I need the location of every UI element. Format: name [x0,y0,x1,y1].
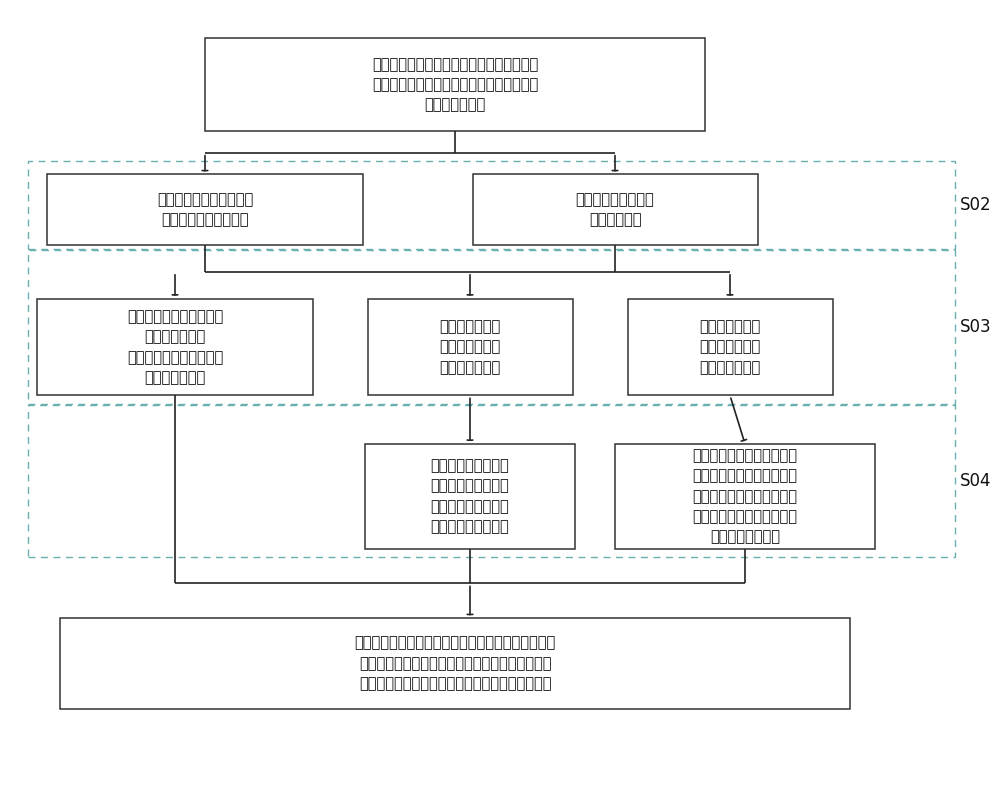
Bar [368,299,572,395]
Text: 主控模块向温度输出
模块发送与调节当前
工作状态指令相匹配
的进入输出状态指令: 主控模块向温度输出 模块发送与调节当前 工作状态指令相匹配 的进入输出状态指令 [431,458,509,534]
Bar [47,174,362,245]
Text: 主控模块接收外界输
入的调节指令: 主控模块接收外界输 入的调节指令 [576,192,654,228]
Text: 温度输出模块接受进入输出状态指令，并在进入预设
工作状态指令、调节当前工作状态指令或调节预设
工作状态指令对应的条件下输出相应的治疗温度。: 温度输出模块接受进入输出状态指令，并在进入预设 工作状态指令、调节当前工作状态指… [354,635,556,692]
Text: 主控模块接收外界输入的进入调节状态指令
，并向治疗器的温度输出模块发送进入暂停
状态的控制指令: 主控模块接收外界输入的进入调节状态指令 ，并向治疗器的温度输出模块发送进入暂停 … [372,56,538,113]
Text: S03: S03 [960,318,992,336]
Bar [473,174,758,245]
Text: S04: S04 [960,472,992,490]
Text: 主控模块接收外界输入的
进入预设工作状态指令: 主控模块接收外界输入的 进入预设工作状态指令 [157,192,253,228]
Bar [28,250,955,404]
Text: 主控模块接收外
界输入的调节预
设工作状态指令: 主控模块接收外 界输入的调节预 设工作状态指令 [699,319,761,375]
Text: 主控模块向温度输出模块
发送与进入预设
工作状态指令相匹配的进
入输出状态指令: 主控模块向温度输出模块 发送与进入预设 工作状态指令相匹配的进 入输出状态指令 [127,309,223,385]
Bar [60,618,850,709]
Bar [28,405,955,557]
Text: 主控模块修改内部存储的预
设工作状态参数，主控模块
向温度输出模块发送与调节
预设工作状态指令相匹配的
进入输出状态指令: 主控模块修改内部存储的预 设工作状态参数，主控模块 向温度输出模块发送与调节 预… [692,448,798,545]
Bar [205,38,705,131]
Bar [615,444,875,549]
Text: S01: S01 [835,0,867,2]
Text: 主控模块接收外
界输入的调节当
前工作状态指令: 主控模块接收外 界输入的调节当 前工作状态指令 [439,319,501,375]
Bar [28,161,955,249]
Text: S02: S02 [960,196,992,214]
Bar [37,299,312,395]
Bar [628,299,832,395]
Bar [365,444,575,549]
